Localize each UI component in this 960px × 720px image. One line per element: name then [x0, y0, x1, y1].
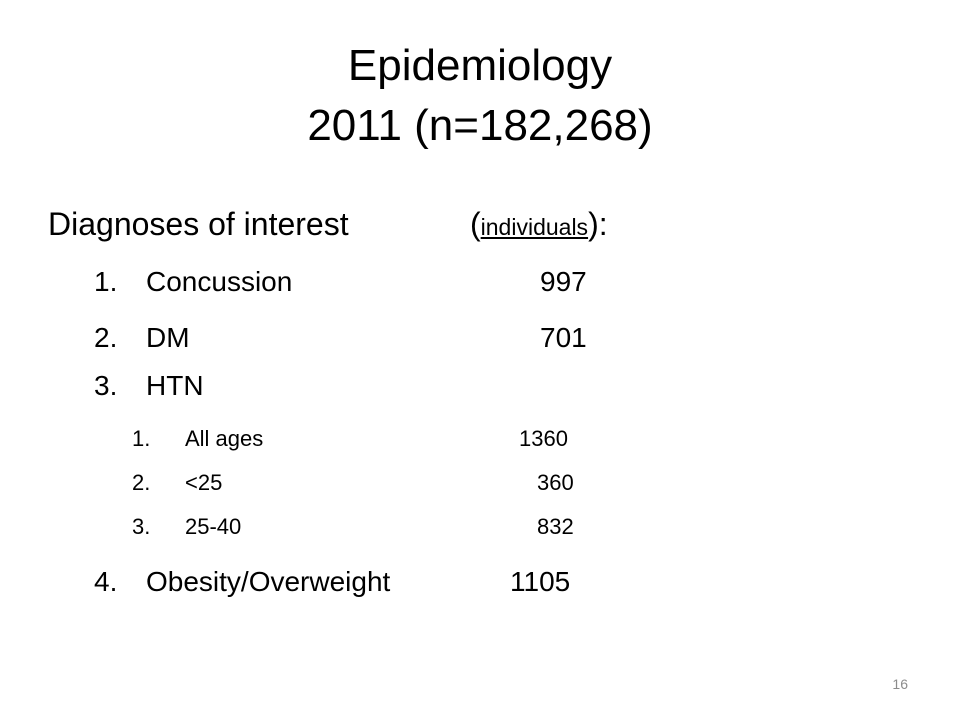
- sublist-item-number: 1.: [132, 426, 151, 451]
- sublist-item-value: 1360: [519, 426, 568, 451]
- heading-text: Diagnoses of interest: [48, 206, 349, 242]
- list-item-label: HTN: [146, 370, 204, 401]
- list-item-label: Obesity/Overweight: [146, 566, 391, 597]
- heading-unit: (individuals):: [470, 202, 608, 249]
- list-item-label: Concussion: [146, 266, 293, 297]
- list-item-number: 3.: [94, 370, 118, 401]
- sublist-item-number: 3.: [132, 514, 151, 539]
- list-item-value: 997: [540, 266, 587, 297]
- title-line-1: Epidemiology: [347, 41, 613, 90]
- heading-close-paren: ):: [588, 206, 608, 242]
- list-item-value: 1105: [510, 566, 571, 597]
- list-item-label: DM: [146, 322, 190, 353]
- sublist-item-label: <25: [185, 470, 223, 495]
- heading-underlined-unit: individuals: [480, 214, 589, 240]
- sublist-item-number: 2.: [132, 470, 151, 495]
- list-item-number: 1.: [94, 266, 118, 297]
- list-item-number: 2.: [94, 322, 118, 353]
- sublist-item-label: 25-40: [185, 514, 242, 539]
- title-line-2: 2011 (n=182,268): [307, 101, 653, 150]
- slide-title: Epidemiology 2011 (n=182,268): [120, 36, 840, 156]
- slide-number: 16: [892, 676, 908, 692]
- sublist-item-value: 832: [537, 514, 574, 539]
- list-item-value: 701: [540, 322, 587, 353]
- list-item-number: 4.: [94, 566, 118, 597]
- sublist-item-value: 360: [537, 470, 574, 495]
- sublist-item-label: All ages: [185, 426, 264, 451]
- section-heading: Diagnoses of interest (individuals):: [48, 202, 608, 246]
- heading-open-paren: (: [470, 206, 481, 242]
